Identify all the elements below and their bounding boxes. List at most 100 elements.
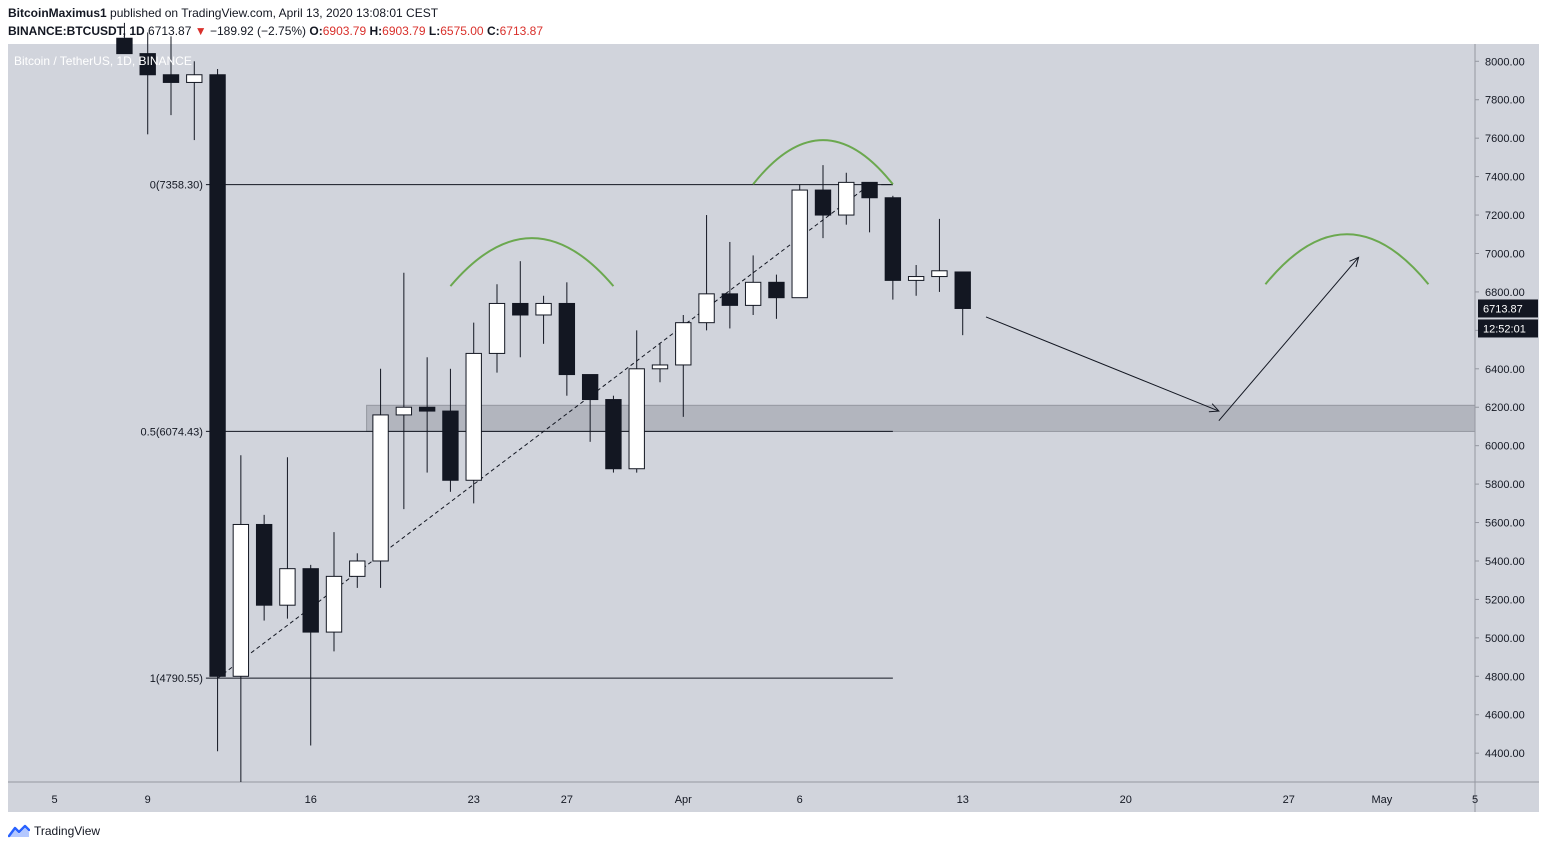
open-label: O:: [309, 24, 323, 38]
arrow-head-icon: [1349, 256, 1360, 268]
candle-body-bear: [814, 189, 832, 216]
time-axis[interactable]: [8, 782, 1475, 812]
candle-body-bull: [349, 560, 366, 577]
chart-header: BitcoinMaximus1 published on TradingView…: [8, 4, 543, 40]
candle: [744, 255, 762, 315]
author-name[interactable]: BitcoinMaximus1: [8, 6, 107, 20]
candle: [186, 61, 203, 141]
candle-body-bull: [465, 352, 482, 481]
open-value: 6903.79: [322, 24, 367, 38]
candle: [675, 314, 692, 417]
candle: [279, 457, 296, 619]
last-price: 6713.87: [148, 24, 192, 38]
candle: [325, 532, 343, 652]
arc-shape: [1264, 233, 1430, 285]
candle-body-bear: [558, 302, 576, 376]
candle-body-bull: [791, 189, 808, 299]
candle-body-bear: [209, 74, 226, 677]
candle-body-bear: [861, 181, 878, 199]
candle-body-bear: [442, 410, 459, 481]
candle-body-bull: [651, 364, 669, 370]
y-tick-label: 7600.00: [1485, 133, 1525, 145]
candle: [581, 374, 599, 442]
y-tick-label: 7000.00: [1485, 248, 1525, 260]
candle-body-bear: [884, 197, 902, 281]
candle: [651, 343, 669, 383]
ohlc-line: BINANCE:BTCUSDT, 1D 6713.87 ▼ −189.92 (−…: [8, 22, 543, 40]
x-tick-label: 5: [52, 794, 58, 806]
price-axis[interactable]: [1475, 44, 1539, 812]
low-label: L:: [428, 24, 441, 38]
fib-level-label: 0.5(6074.43): [141, 426, 203, 438]
candle: [721, 241, 739, 329]
close-value: 6713.87: [499, 24, 544, 38]
candle: [698, 215, 715, 331]
y-tick-label: 7800.00: [1485, 95, 1525, 107]
countdown-box: [1478, 319, 1538, 338]
y-tick-label: 7400.00: [1485, 172, 1525, 184]
candle-body-bear: [605, 399, 622, 470]
y-tick-label: 8000.00: [1485, 56, 1525, 68]
projection-arrow: [985, 316, 1220, 413]
candle: [116, 22, 133, 55]
candle: [628, 330, 645, 473]
symbol-label: BINANCE:BTCUSDT, 1D: [8, 24, 145, 38]
candle: [838, 172, 855, 225]
candle-body-bull: [628, 368, 645, 470]
candle: [255, 514, 273, 621]
candle-body-bull: [488, 302, 506, 354]
candle: [884, 195, 902, 300]
candle: [814, 165, 832, 239]
candle: [861, 181, 878, 233]
y-tick-label: 4600.00: [1485, 710, 1525, 722]
x-tick-label: 9: [145, 794, 151, 806]
y-tick-label: 5200.00: [1485, 594, 1525, 606]
footer: TradingView: [8, 822, 100, 840]
x-tick-label: 23: [468, 794, 480, 806]
candle-body-bear: [954, 271, 971, 309]
candle: [535, 295, 552, 344]
candle-body-bear: [302, 568, 319, 633]
x-tick-label: Apr: [675, 794, 692, 806]
x-tick-label: 6: [797, 794, 803, 806]
candle-body-bull: [232, 523, 250, 677]
candle-body-bull: [279, 568, 296, 606]
y-tick-label: 6400.00: [1485, 364, 1525, 376]
candle: [139, 32, 156, 135]
candle-body-bear: [116, 37, 133, 55]
candle-body-bull: [675, 322, 692, 366]
y-tick-label: 6200.00: [1485, 402, 1525, 414]
y-tick-label: 4800.00: [1485, 671, 1525, 683]
footer-brand[interactable]: TradingView: [34, 824, 101, 838]
projection-arrow: [1218, 256, 1360, 422]
y-tick-label: 6800.00: [1485, 287, 1525, 299]
support-zone: [366, 404, 1476, 432]
candle: [162, 36, 180, 116]
y-tick-label: 6000.00: [1485, 441, 1525, 453]
candle: [488, 284, 506, 373]
candle: [954, 271, 971, 336]
candle-body-bull: [535, 302, 552, 316]
last-price-box: [1478, 299, 1538, 318]
high-label: H:: [369, 24, 383, 38]
candle-body-bull: [931, 270, 948, 278]
x-tick-label: 5: [1472, 794, 1478, 806]
candle-body-bull: [907, 276, 925, 281]
candle-body-bull: [838, 181, 855, 216]
candle: [907, 265, 925, 296]
y-tick-label: 5600.00: [1485, 518, 1525, 530]
candle: [442, 368, 459, 492]
x-tick-label: 16: [305, 794, 317, 806]
y-tick-label: 7200.00: [1485, 210, 1525, 222]
candle-body-bear: [162, 74, 180, 83]
candle: [465, 322, 482, 504]
last-price-value: 6713.87: [1483, 303, 1523, 315]
down-arrow-icon: ▼: [194, 24, 207, 38]
arrow-head-icon: [1208, 403, 1220, 413]
y-tick-label: 4400.00: [1485, 748, 1525, 760]
tradingview-logo-icon[interactable]: [8, 824, 30, 838]
x-tick-label: 27: [561, 794, 573, 806]
candle-body-bear: [581, 374, 599, 401]
candle: [768, 274, 785, 319]
